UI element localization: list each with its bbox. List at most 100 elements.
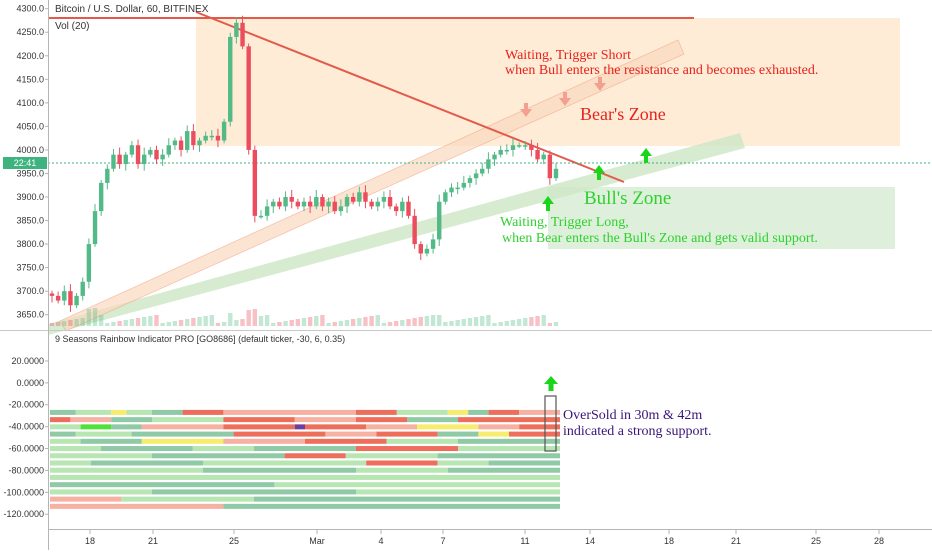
candle-body: [350, 197, 356, 202]
candle-body: [228, 36, 233, 122]
rainbow-band-segment: [437, 431, 479, 437]
time-tick-label: 18: [664, 536, 674, 546]
volume-bar: [111, 322, 116, 326]
volume-bar: [203, 316, 208, 326]
price-tick-label: 3850.0: [16, 216, 44, 226]
volume-bar: [191, 318, 196, 326]
rainbow-band-segment: [305, 424, 367, 430]
rainbow-band-segment: [458, 438, 560, 444]
rainbow-band-segment: [305, 438, 387, 444]
candle-body: [92, 211, 98, 245]
rainbow-band-segment: [50, 438, 81, 444]
bull-zone-label: Bull's Zone: [584, 188, 671, 209]
price-tick-label: 4000.0: [16, 145, 44, 155]
price-tick-label: 3900.0: [16, 192, 44, 202]
volume-bar: [424, 316, 430, 326]
candle-body: [301, 201, 307, 207]
rainbow-band-segment: [203, 467, 356, 473]
descending-trendline: [195, 11, 625, 183]
candle-body: [55, 295, 61, 301]
rainbow-band-segment: [488, 409, 520, 415]
candle-body: [240, 22, 245, 47]
time-tick-label: 21: [148, 536, 158, 546]
candle-body: [307, 201, 313, 207]
rainbow-band-segment: [254, 496, 560, 502]
candle-body: [412, 215, 417, 245]
volume-bar: [455, 320, 460, 326]
volume-bar: [375, 315, 380, 326]
volume-bar: [234, 320, 239, 326]
candle-body: [271, 201, 276, 207]
volume-bar: [105, 323, 110, 326]
volume-bar: [123, 320, 128, 326]
rainbow-band-segment: [111, 424, 142, 430]
time-tick-label: 25: [229, 536, 239, 546]
rainbow-band-segment: [294, 417, 356, 423]
candle-body: [418, 244, 423, 254]
long-note-line-2: when Bear enters the Bull's Zone and get…: [502, 231, 818, 246]
volume-bar: [166, 322, 171, 326]
volume-bar: [197, 317, 202, 326]
price-pane-title: Bitcoin / U.S. Dollar, 60, BITFINEX: [55, 4, 209, 15]
volume-bar: [547, 323, 553, 326]
candle-body: [86, 244, 92, 282]
indicator-tick-label: 0.0000: [16, 378, 44, 388]
volume-bar: [406, 319, 411, 326]
volume-bar: [523, 318, 528, 326]
candle-body: [332, 201, 337, 212]
arrow-up-indicator: [544, 376, 558, 391]
volume-bar: [326, 323, 331, 326]
candle-body: [166, 145, 171, 155]
volume-bar: [80, 318, 85, 326]
time-tick-label: 11: [520, 536, 529, 546]
volume-bar: [430, 315, 436, 326]
time-tick-label: 21: [731, 536, 741, 546]
volume-bar: [160, 323, 165, 326]
volume-bar: [74, 319, 79, 326]
rainbow-band-segment: [131, 431, 234, 437]
volume-bar: [154, 315, 159, 326]
rainbow-band-segment: [111, 409, 127, 415]
volume-bars: [49, 308, 559, 326]
rainbow-band-segment: [274, 482, 560, 488]
candle-body: [246, 46, 251, 150]
volume-bar: [295, 319, 301, 326]
time-tick-label: 25: [811, 536, 821, 546]
rainbow-band-segment: [478, 424, 520, 430]
rainbow-band-segment: [50, 503, 224, 509]
candle-body: [141, 154, 147, 165]
candle-body: [523, 145, 528, 147]
rainbow-band-segment: [305, 474, 560, 480]
rainbow-band-segment: [396, 409, 448, 415]
price-axis: 4300.0 4250.0 4200.0 4150.0 4100.0 4050.0 4000…: [16, 4, 48, 320]
volume-bar: [289, 320, 294, 326]
volume-bar: [486, 315, 491, 326]
candle-body: [264, 206, 270, 216]
time-axis: 18 21 25 Mar 4 7 11 14 18 21 25 28: [85, 530, 884, 546]
rainbow-band-segment: [345, 453, 438, 459]
candle-body: [424, 248, 430, 254]
short-note-line-2: when Bull enters the resistance and beco…: [505, 63, 818, 78]
support-channel: [48, 133, 745, 335]
candle-body: [154, 149, 159, 160]
indicator-pane: 9 Seasons Rainbow Indicator PRO [GO8686]…: [3, 334, 711, 519]
volume-bar: [283, 321, 288, 326]
rainbow-band-segment: [80, 438, 142, 444]
candle-body: [344, 197, 350, 207]
rainbow-band-segment: [126, 409, 152, 415]
arrow-up-3: [640, 148, 652, 163]
volume-bar: [332, 322, 337, 326]
price-tick-label: 3650.0: [16, 310, 44, 320]
candle-body: [467, 178, 473, 183]
candle-body: [529, 145, 534, 150]
volume-bar: [449, 321, 454, 326]
rainbow-band-segment: [101, 446, 193, 452]
candle-body: [406, 201, 411, 216]
candle-body: [455, 187, 460, 190]
candle-body: [123, 154, 128, 165]
bull-zone-box: [548, 187, 895, 249]
arrow-down-3: [594, 77, 606, 91]
candle-body: [369, 201, 374, 207]
bear-zone-label: Bear's Zone: [580, 104, 666, 124]
